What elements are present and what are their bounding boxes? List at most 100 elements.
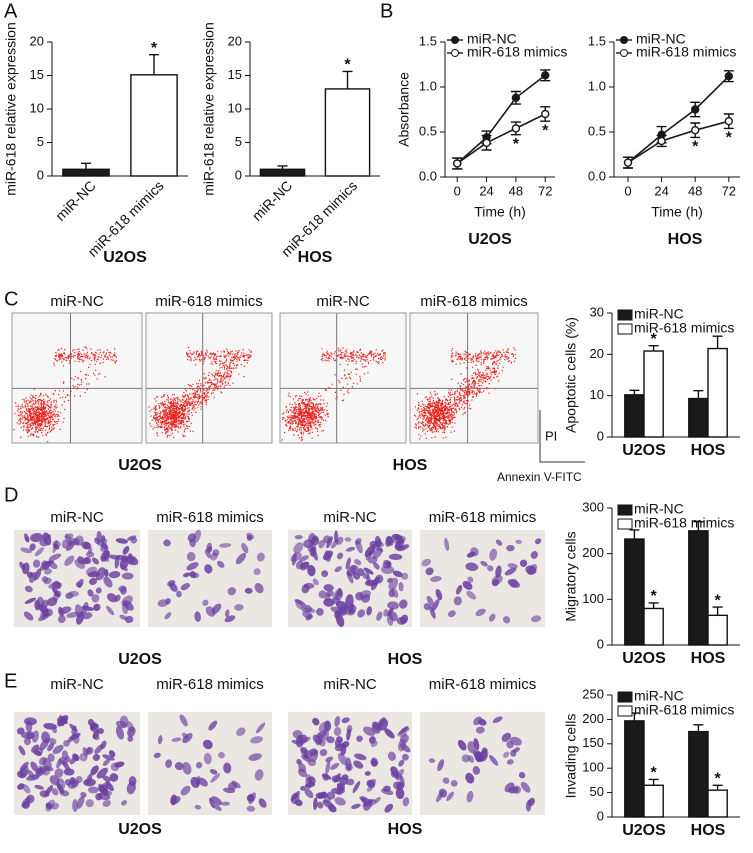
cell xyxy=(346,778,355,786)
bar xyxy=(643,350,664,438)
cell xyxy=(467,741,476,754)
y-tick-label: 1.5 xyxy=(588,33,606,48)
y-tick-label: 1.0 xyxy=(588,78,606,93)
cell xyxy=(63,768,75,776)
error-bar xyxy=(712,606,723,616)
cell xyxy=(41,560,50,570)
cell xyxy=(126,721,134,733)
cell xyxy=(102,799,111,807)
cell xyxy=(171,737,182,742)
cell xyxy=(381,788,394,796)
cell xyxy=(241,542,249,554)
cell xyxy=(461,754,471,763)
y-tick-label: 30 xyxy=(590,304,604,319)
error-bar xyxy=(693,390,704,399)
cell xyxy=(64,555,75,566)
y-tick-label: 5 xyxy=(37,134,44,149)
cell xyxy=(351,803,361,809)
cell xyxy=(19,561,26,571)
cell xyxy=(450,779,458,787)
cell xyxy=(398,759,405,767)
legend-swatch xyxy=(617,705,633,717)
bar xyxy=(707,789,728,818)
cell xyxy=(228,782,237,791)
cell xyxy=(466,590,477,600)
cell xyxy=(335,614,345,627)
cell xyxy=(254,769,264,781)
y-tick-label: 100 xyxy=(582,591,604,606)
error-bar xyxy=(648,344,659,352)
x-tick-label: 0 xyxy=(624,183,631,198)
cell xyxy=(48,737,57,745)
cell xyxy=(81,605,94,611)
significance-mark: * xyxy=(151,40,158,57)
legend-marker xyxy=(451,49,459,57)
cell xyxy=(24,585,33,593)
cell xyxy=(352,781,361,793)
cell xyxy=(507,563,518,569)
cell xyxy=(453,596,462,606)
x-axis-label: Time (h) xyxy=(474,204,526,220)
cell xyxy=(509,736,522,746)
y-tick-label: 100 xyxy=(582,760,604,775)
cell xyxy=(345,757,352,771)
cell xyxy=(119,614,128,621)
y-tick-label: 0 xyxy=(597,636,604,651)
y-tick-label: 15 xyxy=(30,67,44,82)
cell xyxy=(428,758,436,763)
cell xyxy=(208,720,218,731)
cell xyxy=(236,727,246,737)
significance-mark: * xyxy=(692,139,699,156)
cell xyxy=(372,547,383,559)
cell xyxy=(181,732,189,740)
cell xyxy=(462,580,473,590)
cell xyxy=(102,758,111,767)
cell xyxy=(244,587,253,594)
cell xyxy=(519,559,528,567)
y-tick-label: 10 xyxy=(228,100,242,115)
cell xyxy=(35,767,44,775)
cell-line-label: U2OS xyxy=(118,457,162,474)
x-tick-label: HOS xyxy=(691,442,726,459)
cell xyxy=(42,532,52,546)
cell xyxy=(121,595,133,607)
cell xyxy=(322,550,334,561)
cell xyxy=(29,572,37,583)
marker xyxy=(511,124,521,133)
cell xyxy=(180,583,191,591)
cell xyxy=(488,613,496,622)
cell xyxy=(530,551,538,559)
cell xyxy=(437,759,445,772)
cell xyxy=(218,751,225,759)
cell xyxy=(107,593,118,603)
cell xyxy=(92,734,100,741)
cell xyxy=(32,559,41,568)
cell xyxy=(312,717,320,726)
cell xyxy=(49,775,60,786)
cell xyxy=(194,804,202,810)
cell xyxy=(41,576,49,583)
cell xyxy=(397,731,407,737)
legend-label: miR-NC xyxy=(467,31,517,47)
cell xyxy=(34,600,41,611)
cell xyxy=(104,568,109,577)
x-tick-label: 48 xyxy=(509,183,523,198)
cell xyxy=(182,572,191,578)
cell xyxy=(127,535,137,541)
cell xyxy=(86,774,93,785)
series-line xyxy=(456,113,546,165)
significance-mark: * xyxy=(650,765,657,782)
y-tick-label: 0.0 xyxy=(419,168,437,183)
group-label: miR-618 mimics xyxy=(429,676,537,693)
cell xyxy=(127,735,134,742)
y-tick-label: 0 xyxy=(597,428,604,443)
legend-label: miR-NC xyxy=(634,688,684,704)
axis-guide xyxy=(539,410,585,463)
cell xyxy=(157,735,163,745)
cell xyxy=(90,765,99,776)
cell xyxy=(86,747,92,754)
cell xyxy=(58,606,64,617)
cell xyxy=(39,738,50,751)
cell xyxy=(108,570,121,579)
